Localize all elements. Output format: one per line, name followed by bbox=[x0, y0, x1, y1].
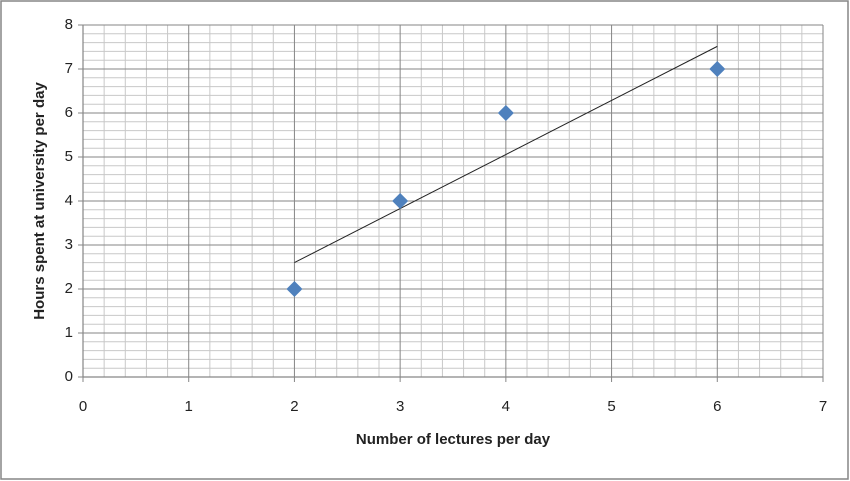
x-tick-label: 3 bbox=[396, 398, 404, 415]
x-tick-label: 7 bbox=[819, 398, 827, 415]
y-tick-label: 3 bbox=[65, 236, 73, 253]
x-tick-label: 2 bbox=[290, 398, 298, 415]
x-axis-title: Number of lectures per day bbox=[356, 431, 551, 448]
x-tick-label: 5 bbox=[607, 398, 615, 415]
y-tick-label: 4 bbox=[65, 192, 73, 209]
x-tick-label: 0 bbox=[79, 398, 87, 415]
y-tick-label: 1 bbox=[65, 324, 73, 341]
x-tick-label: 4 bbox=[502, 398, 510, 415]
y-tick-label: 0 bbox=[65, 368, 73, 385]
scatter-point bbox=[392, 193, 409, 209]
y-tick-label: 7 bbox=[65, 60, 73, 77]
x-tick-label: 1 bbox=[185, 398, 193, 415]
y-tick-label: 2 bbox=[65, 280, 73, 297]
y-tick-label: 8 bbox=[65, 16, 73, 33]
y-axis-title: Hours spent at university per day bbox=[31, 82, 48, 320]
y-tick-label: 6 bbox=[65, 104, 73, 121]
y-tick-label: 5 bbox=[65, 148, 73, 165]
scatter-point bbox=[286, 281, 303, 297]
scatter-point bbox=[497, 105, 514, 121]
x-tick-label: 6 bbox=[713, 398, 721, 415]
scatter-point bbox=[709, 61, 726, 77]
trendline bbox=[294, 45, 718, 264]
